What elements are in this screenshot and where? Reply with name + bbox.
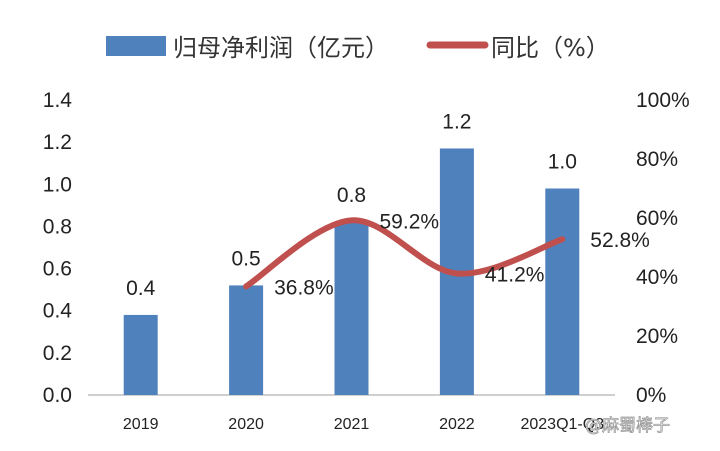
right-axis-tick-label: 60%: [636, 207, 678, 230]
line-data-label: 36.8%: [274, 276, 334, 299]
bar-data-label: 1.2: [442, 110, 471, 133]
x-axis-tick-label: 2020: [228, 416, 264, 433]
left-axis-tick-label: 0.6: [43, 258, 72, 281]
legend-label-line: 同比（%）: [491, 34, 610, 62]
watermark: @麻蜀棒子: [585, 416, 670, 436]
bar-data-label: 0.5: [231, 247, 260, 270]
bar-data-label: 1.0: [548, 151, 577, 174]
x-axis-tick-label: 2022: [439, 416, 475, 433]
left-axis-tick-label: 0.2: [43, 342, 72, 365]
left-axis-tick-label: 0.4: [43, 300, 73, 323]
line-data-label: 59.2%: [380, 210, 440, 233]
line-data-label: 52.8%: [590, 229, 650, 252]
bar-data-label: 0.8: [337, 184, 366, 207]
bar: [229, 285, 264, 395]
right-axis-tick-label: 80%: [636, 148, 678, 171]
x-axis-tick-label: 2019: [123, 416, 159, 433]
x-axis-tick-label: 2021: [334, 416, 370, 433]
bar: [545, 188, 580, 395]
legend-swatch-bar: [106, 36, 166, 56]
line-data-label: 41.2%: [485, 263, 545, 286]
legend-label-bar: 归母净利润（亿元）: [173, 34, 389, 62]
growth-line: [243, 217, 566, 290]
left-axis-tick-label: 1.0: [43, 173, 72, 196]
bar: [334, 222, 369, 395]
right-axis-tick-label: 0%: [636, 384, 666, 407]
x-axis-tick-label: 2023Q1-Q3: [520, 416, 604, 433]
left-axis-tick-label: 0.8: [43, 215, 72, 238]
left-axis-tick-label: 1.2: [43, 131, 72, 154]
bar: [123, 314, 158, 395]
bar-data-label: 0.4: [126, 277, 156, 300]
left-axis-tick-label: 0.0: [43, 384, 72, 407]
left-axis-tick-label: 1.4: [43, 89, 73, 112]
right-axis-tick-label: 100%: [636, 89, 690, 112]
right-axis-tick-label: 20%: [636, 325, 678, 348]
legend: 归母净利润（亿元） 同比（%）: [106, 34, 610, 62]
right-axis-tick-label: 40%: [636, 266, 678, 289]
